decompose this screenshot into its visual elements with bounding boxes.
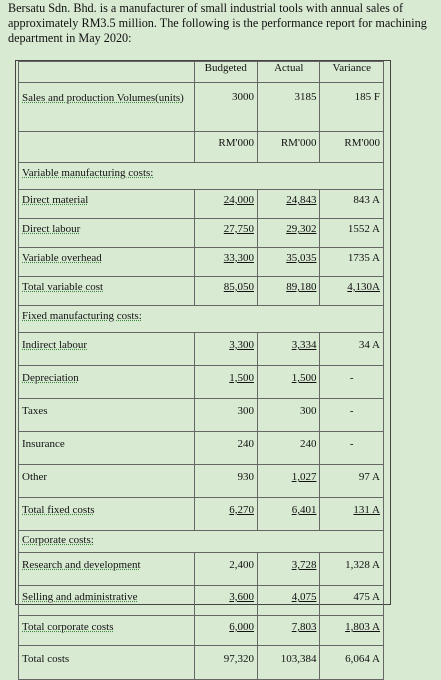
- row-budgeted: 1,500: [193, 365, 259, 399]
- row-variance: -: [319, 365, 384, 399]
- row-actual: 6,401: [257, 497, 321, 531]
- header-variance: Variance: [319, 61, 384, 83]
- table-row: Insurance 240 240 -: [18, 431, 384, 465]
- units-variance: RM'000: [319, 131, 384, 163]
- table-row: Variable overhead 33,300 35,035 1735 A: [18, 247, 384, 277]
- row-actual: 4,075: [257, 585, 321, 616]
- total-costs-label: Total costs: [18, 645, 195, 680]
- row-label: Taxes: [18, 398, 195, 432]
- row-label: Research and development: [18, 552, 195, 586]
- sales-row: Sales and production Volumes(units) 3000…: [18, 82, 384, 132]
- corporate-costs-section: Corporate costs:: [18, 530, 384, 553]
- row-budgeted: 3,600: [193, 585, 259, 616]
- total-costs-budgeted: 97,320: [193, 645, 259, 680]
- row-actual: 35,035: [257, 247, 321, 277]
- table-row: Indirect labour 3,300 3,334 34 A: [18, 332, 384, 366]
- row-variance: 1552 A: [319, 218, 384, 248]
- row-variance: 843 A: [319, 189, 384, 219]
- row-variance: 97 A: [319, 464, 384, 498]
- row-budgeted: 27,750: [193, 218, 259, 248]
- row-label: Direct material: [18, 189, 195, 219]
- row-variance: 1,328 A: [319, 552, 384, 586]
- row-actual: 240: [257, 431, 321, 465]
- row-budgeted: 3,300: [193, 332, 259, 366]
- intro-paragraph: Bersatu Sdn. Bhd. is a manufacturer of s…: [8, 1, 427, 45]
- variable-costs-section: Variable manufacturing costs:: [18, 162, 384, 190]
- table-row: Direct material 24,000 24,843 843 A: [18, 189, 384, 219]
- row-actual: 1,027: [257, 464, 321, 498]
- header-blank-cell: [18, 61, 195, 83]
- row-budgeted: 85,050: [193, 276, 259, 306]
- table-row: Other 930 1,027 97 A: [18, 464, 384, 498]
- units-actual: RM'000: [257, 131, 321, 163]
- row-label: Selling and administrative: [18, 585, 195, 616]
- row-budgeted: 24,000: [193, 189, 259, 219]
- row-variance: 1735 A: [319, 247, 384, 277]
- table-row: Direct labour 27,750 29,302 1552 A: [18, 218, 384, 248]
- units-blank-cell: [18, 131, 195, 163]
- table-row: Total fixed costs 6,270 6,401 131 A: [18, 497, 384, 531]
- table-row: Depreciation 1,500 1,500 -: [18, 365, 384, 399]
- row-actual: 3,334: [257, 332, 321, 366]
- row-label: Direct labour: [18, 218, 195, 248]
- row-actual: 24,843: [257, 189, 321, 219]
- corporate-costs-title: Corporate costs:: [18, 530, 384, 553]
- row-label: Total fixed costs: [18, 497, 195, 531]
- row-budgeted: 240: [193, 431, 259, 465]
- total-costs-actual: 103,384: [257, 645, 321, 680]
- row-variance: 131 A: [319, 497, 384, 531]
- row-budgeted: 930: [193, 464, 259, 498]
- units-row: RM'000 RM'000 RM'000: [18, 131, 384, 163]
- row-budgeted: 6,270: [193, 497, 259, 531]
- row-variance: -: [319, 398, 384, 432]
- row-actual: 29,302: [257, 218, 321, 248]
- row-label: Indirect labour: [18, 332, 195, 366]
- sales-label: Sales and production Volumes(units): [18, 82, 195, 132]
- row-label: Total variable cost: [18, 276, 195, 306]
- row-variance: 4,130A: [319, 276, 384, 306]
- table-row: Total variable cost 85,050 89,180 4,130A: [18, 276, 384, 306]
- row-actual: 1,500: [257, 365, 321, 399]
- header-row: Budgeted Actual Variance: [18, 61, 384, 83]
- row-actual: 300: [257, 398, 321, 432]
- row-actual: 3,728: [257, 552, 321, 586]
- row-budgeted: 33,300: [193, 247, 259, 277]
- row-budgeted: 2,400: [193, 552, 259, 586]
- table-row: Research and development 2,400 3,728 1,3…: [18, 552, 384, 586]
- row-label: Depreciation: [18, 365, 195, 399]
- row-label: Variable overhead: [18, 247, 195, 277]
- row-actual: 89,180: [257, 276, 321, 306]
- row-variance: -: [319, 431, 384, 465]
- row-variance: 475 A: [319, 585, 384, 616]
- table-row: Selling and administrative 3,600 4,075 4…: [18, 585, 384, 616]
- row-actual: 7,803: [257, 615, 321, 646]
- row-label: Total corporate costs: [18, 615, 195, 646]
- sales-variance: 185 F: [319, 82, 384, 132]
- row-budgeted: 6,000: [193, 615, 259, 646]
- header-actual: Actual: [257, 61, 321, 83]
- row-label: Other: [18, 464, 195, 498]
- fixed-costs-section: Fixed manufacturing costs:: [18, 305, 384, 333]
- row-variance: 34 A: [319, 332, 384, 366]
- row-variance: 1,803 A: [319, 615, 384, 646]
- sales-budgeted: 3000: [193, 82, 259, 132]
- total-costs-row: Total costs 97,320 103,384 6,064 A: [18, 645, 384, 680]
- row-budgeted: 300: [193, 398, 259, 432]
- row-label: Insurance: [18, 431, 195, 465]
- total-costs-variance: 6,064 A: [319, 645, 384, 680]
- performance-report-table: Budgeted Actual Variance Sales and produ…: [18, 61, 384, 680]
- units-budgeted: RM'000: [193, 131, 259, 163]
- header-budgeted: Budgeted: [193, 61, 259, 83]
- fixed-costs-title: Fixed manufacturing costs:: [18, 305, 384, 333]
- table-row: Taxes 300 300 -: [18, 398, 384, 432]
- variable-costs-title: Variable manufacturing costs:: [18, 162, 384, 190]
- sales-actual: 3185: [257, 82, 321, 132]
- table-row: Total corporate costs 6,000 7,803 1,803 …: [18, 615, 384, 646]
